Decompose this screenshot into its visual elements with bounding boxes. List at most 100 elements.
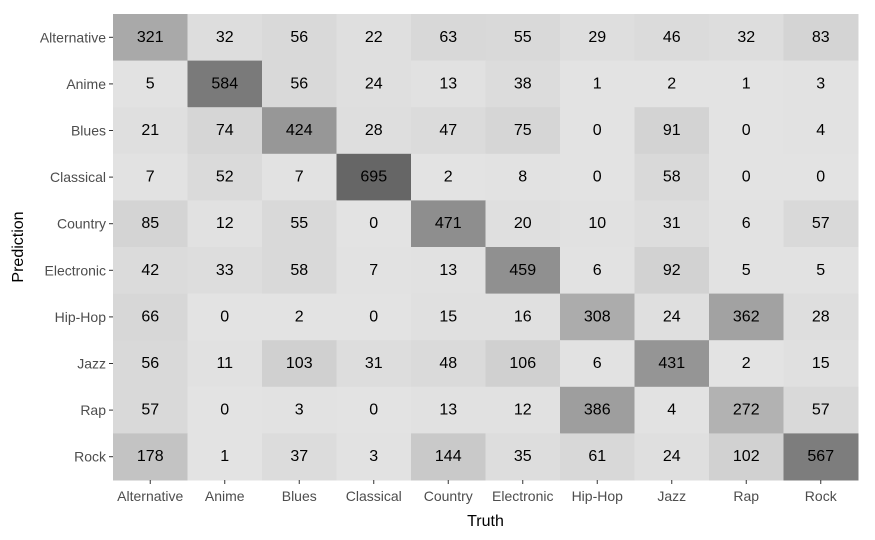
- cell-value-label: 33: [216, 262, 234, 279]
- heatmap-cell: [634, 14, 710, 62]
- cell-value-label: 13: [439, 262, 457, 279]
- cell-value-label: 7: [369, 262, 378, 279]
- heatmap-cell: [783, 433, 859, 481]
- cell-value-label: 57: [812, 402, 830, 419]
- y-tick-label: Rap: [80, 402, 106, 418]
- heatmap-cell: [113, 60, 188, 108]
- cell-value-label: 32: [737, 29, 755, 46]
- cell-value-label: 48: [439, 355, 457, 372]
- heatmap-cell: [336, 14, 412, 62]
- heatmap-cell: [187, 200, 263, 248]
- heatmap-cell: [783, 293, 859, 341]
- cell-value-label: 57: [812, 215, 830, 232]
- cell-value-label: 74: [216, 122, 234, 139]
- cell-value-label: 2: [667, 75, 676, 92]
- cell-value-label: 2: [444, 169, 453, 186]
- cell-value-label: 584: [211, 75, 238, 92]
- cell-value-label: 31: [663, 215, 681, 232]
- cell-value-label: 28: [365, 122, 383, 139]
- cell-value-label: 6: [593, 262, 602, 279]
- x-tick-label: Anime: [205, 488, 245, 504]
- heatmap-cell: [113, 153, 188, 201]
- heatmap-cell: [560, 433, 635, 481]
- heatmap-cell: [560, 340, 635, 388]
- heatmap-cell: [262, 153, 337, 201]
- heatmap-cell: [113, 14, 188, 62]
- cell-value-label: 28: [812, 308, 830, 325]
- cell-value-label: 38: [514, 75, 532, 92]
- cell-value-label: 21: [141, 122, 159, 139]
- x-tick-label: Rock: [805, 488, 838, 504]
- heatmap-cell: [336, 433, 412, 481]
- heatmap-cell: [634, 107, 710, 155]
- x-tick-label: Alternative: [117, 488, 183, 504]
- cell-value-label: 31: [365, 355, 383, 372]
- cell-value-label: 15: [439, 308, 457, 325]
- heatmap-cell: [485, 107, 561, 155]
- heatmap-cell: [113, 386, 188, 434]
- heatmap-cell: [411, 247, 486, 295]
- cell-value-label: 431: [658, 355, 685, 372]
- heatmap-cell: [560, 200, 635, 248]
- cell-value-label: 0: [742, 122, 751, 139]
- cell-value-label: 3: [369, 448, 378, 465]
- heatmap-cell: [262, 14, 337, 62]
- heatmap-cell: [709, 200, 784, 248]
- heatmap-cell: [634, 153, 710, 201]
- heatmap-cell: [113, 293, 188, 341]
- cell-value-label: 0: [593, 122, 602, 139]
- cell-value-label: 55: [290, 215, 308, 232]
- heatmap-cell: [783, 60, 859, 108]
- cell-value-label: 0: [742, 169, 751, 186]
- heatmap-cell: [187, 153, 263, 201]
- x-tick-label: Classical: [346, 488, 402, 504]
- heatmap-cell: [634, 386, 710, 434]
- heatmap-cell: [187, 107, 263, 155]
- cell-value-label: 6: [593, 355, 602, 372]
- cell-value-label: 6: [742, 215, 751, 232]
- heatmap-cell: [783, 340, 859, 388]
- heatmap-cell: [709, 107, 784, 155]
- heatmap-cell: [783, 247, 859, 295]
- heatmap-cell: [709, 340, 784, 388]
- heatmap-cell: [262, 107, 337, 155]
- heatmap-cell: [634, 340, 710, 388]
- heatmap-cell: [262, 247, 337, 295]
- cell-value-label: 58: [290, 262, 308, 279]
- heatmap-cell: [336, 340, 412, 388]
- y-tick-label: Classical: [50, 169, 106, 185]
- cell-value-label: 92: [663, 262, 681, 279]
- heatmap-cell: [783, 153, 859, 201]
- heatmap-cell: [485, 153, 561, 201]
- cell-value-label: 0: [369, 215, 378, 232]
- heatmap-cell: [485, 433, 561, 481]
- cell-value-label: 4: [667, 402, 676, 419]
- heatmap-cell: [485, 14, 561, 62]
- heatmap-cell: [783, 200, 859, 248]
- cell-value-label: 16: [514, 308, 532, 325]
- heatmap-cell: [187, 433, 263, 481]
- heatmap-cell: [709, 153, 784, 201]
- heatmap-cell: [560, 386, 635, 434]
- cell-value-label: 0: [369, 402, 378, 419]
- y-axis-title: Prediction: [10, 211, 27, 282]
- heatmap-cell: [113, 247, 188, 295]
- cell-value-label: 0: [369, 308, 378, 325]
- cell-value-label: 85: [141, 215, 159, 232]
- cell-value-label: 15: [812, 355, 830, 372]
- x-axis-ticks: Alternative Anime Blues Classical Country Ele…: [117, 480, 838, 504]
- heatmap-cell: [634, 200, 710, 248]
- x-tick-label: Jazz: [657, 488, 686, 504]
- cell-value-label: 24: [663, 308, 681, 325]
- cell-value-label: 29: [588, 29, 606, 46]
- heatmap-cell: [485, 386, 561, 434]
- cell-value-label: 272: [733, 402, 760, 419]
- cell-value-label: 7: [295, 169, 304, 186]
- heatmap-cell: [336, 153, 412, 201]
- cell-value-label: 0: [816, 169, 825, 186]
- heatmap-cell: [485, 200, 561, 248]
- cell-value-label: 3: [295, 402, 304, 419]
- heatmap-cell: [113, 433, 188, 481]
- heatmap-cell: [187, 386, 263, 434]
